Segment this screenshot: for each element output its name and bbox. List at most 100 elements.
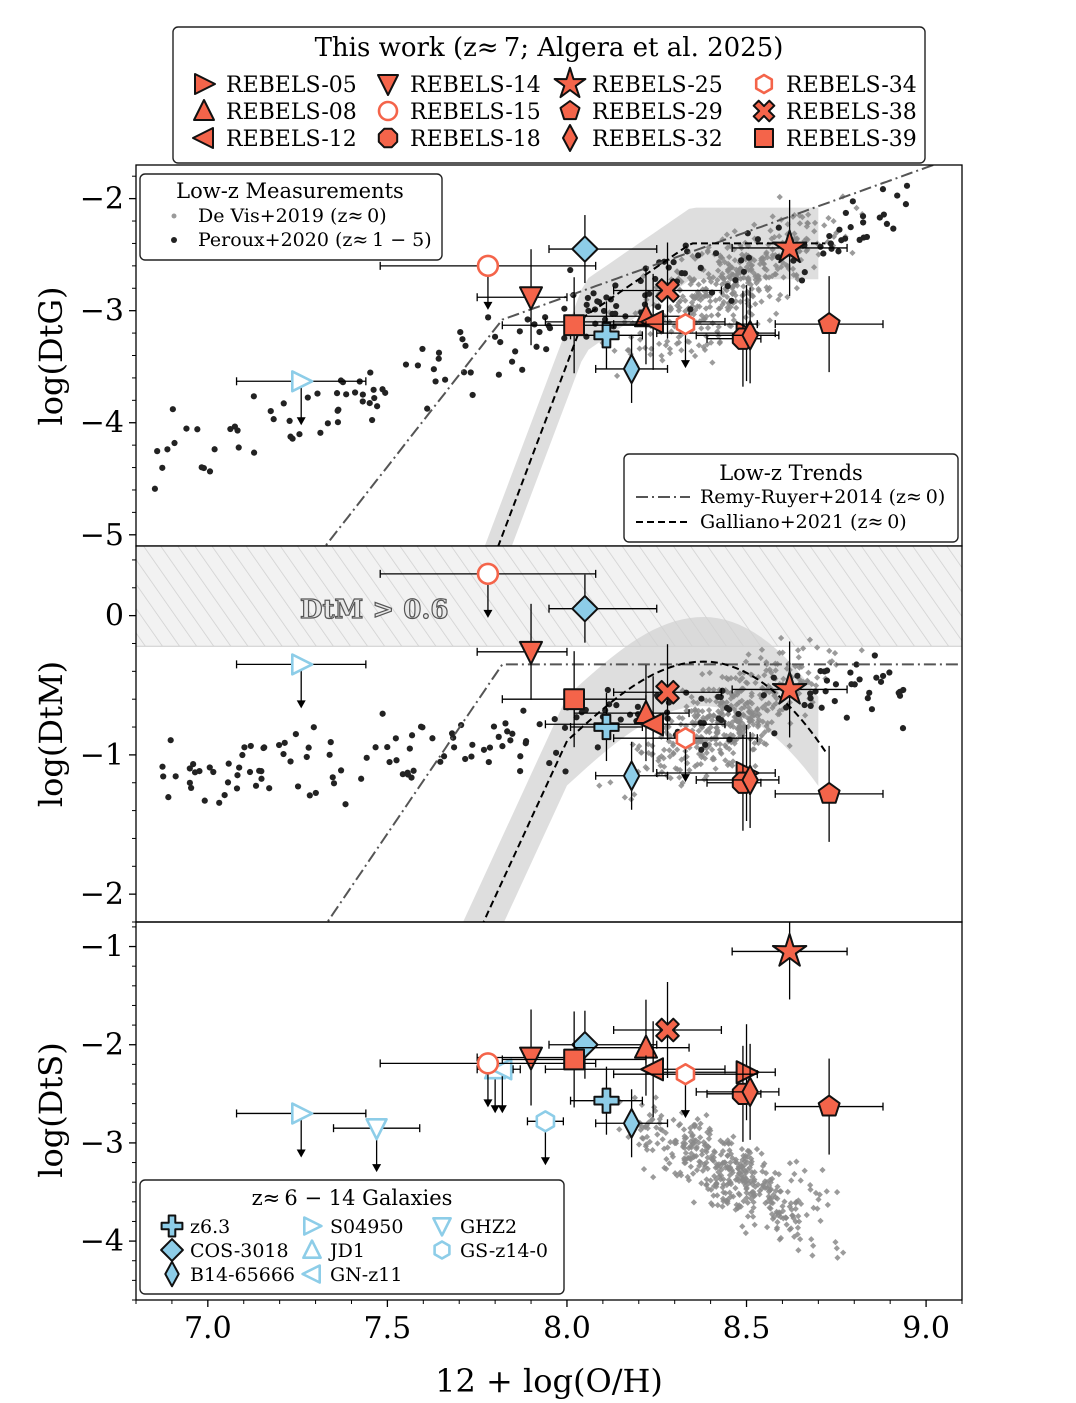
- devis-point: [678, 347, 685, 354]
- peroux-point: [329, 774, 336, 781]
- devis-point: [713, 1183, 720, 1190]
- devis-point: [725, 711, 732, 718]
- devis-point: [786, 1160, 794, 1167]
- devis-point: [642, 344, 649, 351]
- devis-point: [783, 1221, 790, 1228]
- legend-lowz-measurements: Low-z Measurements De Vis+2019 (z≈ 0) Pe…: [139, 173, 443, 261]
- peroux-point: [317, 429, 324, 436]
- peroux-point: [165, 794, 172, 801]
- devis-point: [776, 707, 783, 714]
- peroux-point: [417, 723, 425, 730]
- upper-limit-arrow: [483, 609, 493, 618]
- peroux-point: [798, 277, 806, 284]
- legend-marker-z6-3: [160, 1214, 184, 1238]
- devis-point: [760, 740, 768, 747]
- peroux-point: [723, 704, 731, 712]
- marker: [817, 312, 841, 334]
- devis-point: [716, 741, 724, 748]
- devis-point: [724, 1200, 731, 1207]
- devis-point: [687, 1155, 694, 1162]
- dtm-annotation: DtM > 0.6: [300, 595, 448, 625]
- devis-point: [682, 1149, 690, 1157]
- peroux-point: [437, 758, 444, 765]
- peroux-point: [296, 431, 303, 438]
- dts-rebels-25-point: [731, 922, 848, 1000]
- peroux-point: [280, 400, 287, 407]
- peroux-point: [613, 702, 620, 709]
- legend-entry-b14-65666: B14-65666: [164, 1260, 295, 1288]
- devis-point: [787, 1200, 795, 1207]
- peroux-point: [817, 668, 824, 675]
- peroux-point: [260, 744, 267, 752]
- peroux-point: [198, 464, 205, 471]
- peroux-point: [468, 753, 475, 760]
- peroux-point: [879, 186, 887, 193]
- devis-point: [726, 253, 733, 261]
- devis-point: [826, 647, 833, 654]
- peroux-point: [159, 763, 166, 770]
- devis-point: [616, 1126, 623, 1133]
- devis-point: [722, 757, 729, 764]
- devis-point: [686, 767, 693, 774]
- peroux-point: [567, 266, 574, 274]
- dtm-rebels-38-point: [612, 644, 723, 741]
- peroux-point: [256, 767, 263, 774]
- peroux-point: [886, 669, 893, 676]
- devis-point: [733, 304, 740, 312]
- devis-point: [758, 298, 765, 305]
- devis-point: [694, 699, 701, 707]
- devis-point: [655, 757, 662, 764]
- devis-point: [699, 670, 706, 678]
- devis-point: [693, 1145, 700, 1152]
- devis-point: [658, 753, 665, 760]
- peroux-point: [899, 725, 907, 732]
- devis-point: [742, 679, 750, 686]
- devis-point: [661, 763, 668, 770]
- devis-point: [714, 1202, 721, 1209]
- dtm-ytick-label: 0: [105, 599, 124, 634]
- peroux-point: [247, 742, 254, 750]
- marker: [741, 1076, 759, 1108]
- devis-point: [761, 1160, 768, 1167]
- devis-point: [742, 1182, 749, 1189]
- upper-limit-arrow: [483, 301, 493, 310]
- devis-point: [775, 296, 782, 303]
- dtg-remy-ruyer-trend: [324, 165, 937, 546]
- panel-dtg-axes: −2 −3 −4 −5: [80, 164, 963, 553]
- devis-point: [703, 697, 710, 704]
- legend-lowz-measurements-title: Low-z Measurements: [176, 179, 404, 203]
- marker: [640, 1057, 664, 1082]
- devis-point: [704, 714, 711, 722]
- peroux-point: [171, 439, 178, 447]
- devis-point: [766, 317, 773, 324]
- devis-point: [689, 1132, 696, 1139]
- peroux-point: [890, 225, 897, 232]
- devis-point: [748, 1208, 755, 1215]
- dts-rebels-15-point: [379, 1052, 597, 1108]
- peroux-point: [634, 703, 642, 710]
- peroux-point: [419, 345, 426, 353]
- peroux-point: [604, 686, 611, 694]
- peroux-point: [573, 714, 580, 721]
- devis-point: [718, 1166, 725, 1173]
- marker: [771, 932, 808, 967]
- peroux-point: [485, 314, 492, 321]
- legend-entry-z6-3: z6.3: [160, 1214, 230, 1238]
- devis-point: [674, 746, 681, 753]
- legend-label-s04950: S04950: [330, 1216, 403, 1238]
- peroux-point: [866, 689, 873, 696]
- dtg-ytick-label: −3: [80, 294, 124, 329]
- devis-point: [759, 704, 766, 711]
- upper-limit-arrow: [483, 1099, 493, 1108]
- devis-point: [735, 1190, 742, 1197]
- dtm-s04950-point: [235, 653, 367, 709]
- devis-point: [690, 1199, 698, 1206]
- peroux-point: [231, 423, 238, 430]
- peroux-point: [531, 321, 538, 328]
- peroux-point: [224, 779, 232, 786]
- devis-point: [691, 1122, 698, 1129]
- peroux-point: [424, 405, 431, 412]
- devis-point: [787, 720, 794, 727]
- devis-point: [678, 782, 685, 789]
- devis-point: [730, 289, 738, 296]
